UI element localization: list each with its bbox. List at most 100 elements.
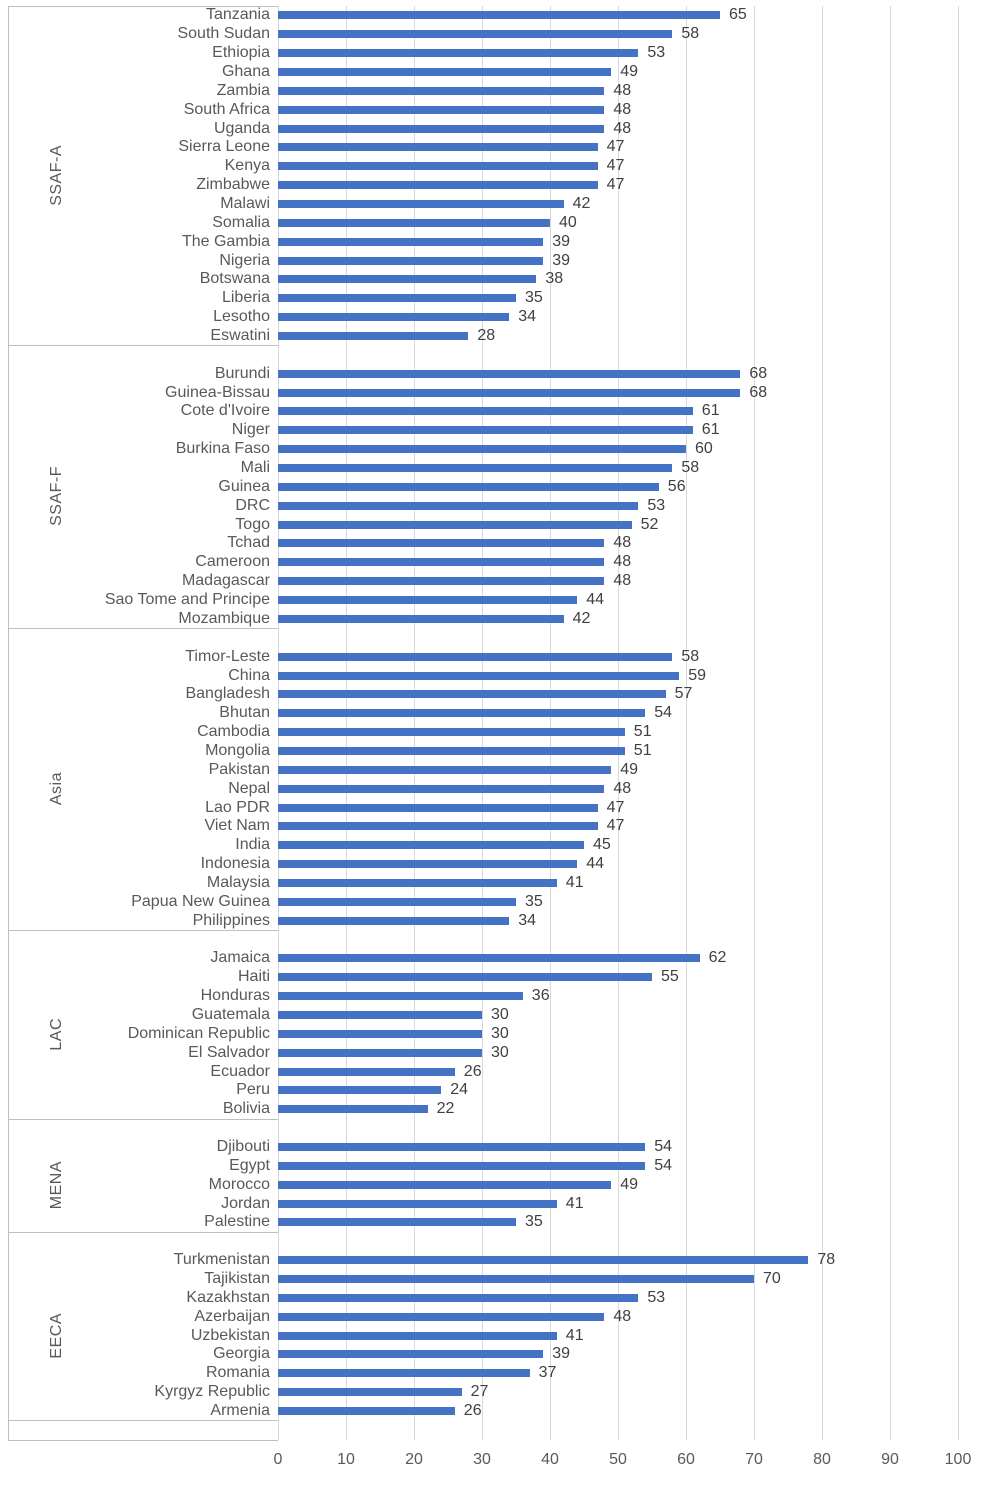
value-label: 30 [491, 1005, 509, 1023]
country-label: China [228, 666, 270, 684]
value-label: 48 [613, 81, 632, 99]
country-label: Tanzania [205, 6, 270, 24]
bar-track: 48 [278, 100, 958, 119]
bar-row: Mozambique 42 [8, 610, 958, 629]
country-label: Liberia [221, 289, 270, 307]
value-label: 58 [681, 647, 700, 665]
bar [278, 1048, 482, 1057]
bar [278, 1369, 530, 1378]
value-label: 39 [552, 232, 570, 250]
bar-track: 39 [278, 251, 958, 270]
value-label: 48 [613, 779, 632, 797]
x-axis-tick-label: 80 [813, 1451, 831, 1468]
country-label: The Gambia [181, 232, 270, 250]
bar [278, 784, 605, 793]
bar [278, 1142, 646, 1151]
country-label: Bolivia [222, 1100, 270, 1118]
bar-row: Lesotho 34 [8, 308, 958, 327]
country-label: Mongolia [205, 741, 270, 759]
bar [278, 1161, 646, 1170]
value-label: 39 [552, 251, 570, 269]
bar [278, 445, 686, 454]
value-label: 41 [565, 873, 584, 891]
bar [278, 426, 693, 435]
region-group: EECA Turkmenistan 78 Tajikistan 70 Kazakhstan… [8, 1251, 958, 1440]
country-label: Ethiopia [212, 44, 270, 62]
country-label: Burkina Faso [175, 440, 270, 458]
country-label: Malawi [220, 195, 270, 213]
country-label: Lesotho [213, 308, 270, 326]
country-label: Guatemala [191, 1005, 270, 1023]
bar-row: Azerbaijan 48 [8, 1307, 958, 1326]
bar-row: Malawi 42 [8, 195, 958, 214]
x-axis-tick-label: 10 [337, 1451, 355, 1468]
region-label: Asia [48, 647, 66, 930]
bar [278, 1350, 544, 1359]
bar-row: Uzbekistan 41 [8, 1326, 958, 1345]
country-label: Cameroon [195, 553, 270, 571]
bar [278, 482, 659, 491]
bar-row: DRC 53 [8, 496, 958, 515]
value-label: 60 [695, 440, 713, 458]
bar [278, 313, 510, 322]
bar-track: 54 [278, 1138, 958, 1157]
country-label: Morocco [208, 1175, 270, 1193]
value-label: 53 [647, 496, 666, 514]
bar-row: Jordan 41 [8, 1194, 958, 1213]
region-label: SSAF-F [48, 364, 66, 628]
country-label: Lao PDR [205, 798, 270, 816]
bar-row: Sierra Leone 47 [8, 138, 958, 157]
country-label: Mozambique [178, 609, 270, 627]
value-label: 38 [545, 270, 564, 288]
country-label: El Salvador [188, 1043, 270, 1061]
value-label: 30 [491, 1043, 509, 1061]
bar-row: Cameroon 48 [8, 553, 958, 572]
bar-track: 34 [278, 308, 958, 327]
value-label: 78 [817, 1251, 836, 1269]
bar-row: Georgia 39 [8, 1345, 958, 1364]
bar-track: 51 [278, 723, 958, 742]
bar-track: 30 [278, 1043, 958, 1062]
bar-row: Mongolia 51 [8, 742, 958, 761]
bar-row: Bolivia 22 [8, 1100, 958, 1119]
bar-track: 65 [278, 6, 958, 25]
bar-row: Somalia 40 [8, 213, 958, 232]
region-group: Asia Timor-Leste 58 China 59 Bangladesh 57 Bhut… [8, 647, 958, 949]
group-separator [8, 930, 958, 949]
bar-track: 45 [278, 836, 958, 855]
bar [278, 407, 693, 416]
value-label: 49 [620, 63, 638, 80]
bar [278, 1086, 442, 1095]
value-label: 48 [613, 1307, 632, 1325]
country-label: Viet Nam [204, 817, 270, 835]
bar-track: 59 [278, 666, 958, 685]
bar-row: Haiti 55 [8, 968, 958, 987]
bar-track: 57 [278, 685, 958, 704]
bar-row: Ghana 49 [8, 63, 958, 82]
bar-row: Zimbabwe 47 [8, 176, 958, 195]
bar-track: 30 [278, 1006, 958, 1025]
bar-track: 56 [278, 477, 958, 496]
value-label: 58 [681, 25, 700, 43]
bar-track: 48 [278, 1307, 958, 1326]
country-label: Botswana [199, 270, 270, 288]
country-label: Uganda [213, 119, 270, 137]
bar-track: 35 [278, 289, 958, 308]
value-label: 47 [606, 138, 625, 156]
bar [278, 162, 598, 171]
bar-track: 48 [278, 534, 958, 553]
group-separator [8, 1118, 958, 1138]
bar [278, 671, 680, 680]
bar-row: Malaysia 41 [8, 874, 958, 893]
country-label: Indonesia [200, 855, 270, 873]
value-label: 26 [463, 1402, 482, 1420]
bar-track: 58 [278, 459, 958, 478]
value-label: 42 [572, 609, 591, 627]
value-label: 41 [565, 1194, 584, 1212]
bar [278, 1218, 516, 1227]
country-label: Djibouti [216, 1137, 270, 1155]
bar-row: Romania 37 [8, 1364, 958, 1383]
country-label: Turkmenistan [173, 1251, 270, 1269]
category-axis-line-bottom [8, 1440, 278, 1441]
bar-row: Bangladesh 57 [8, 685, 958, 704]
